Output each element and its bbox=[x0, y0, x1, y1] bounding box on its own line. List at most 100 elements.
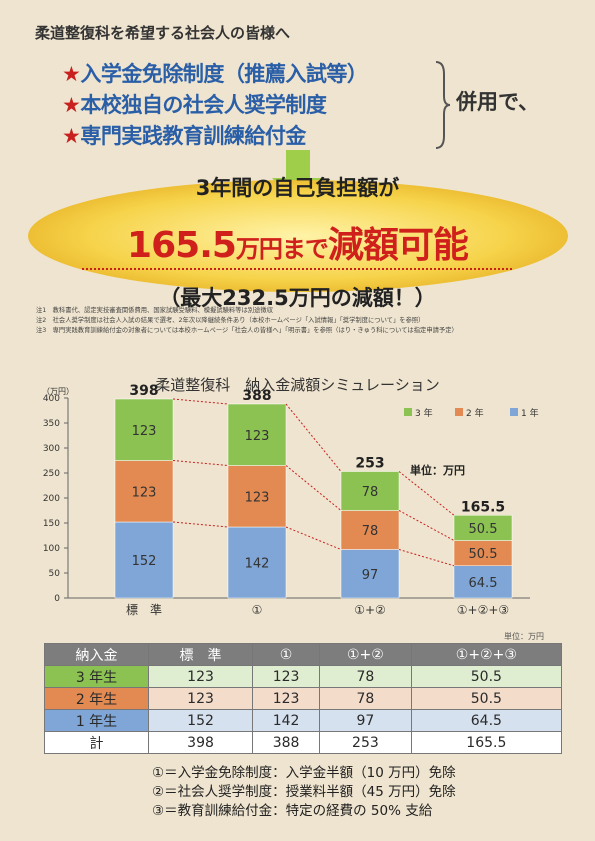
bar-value-label: 78 bbox=[362, 485, 379, 500]
table-cell: 253 bbox=[319, 731, 412, 754]
y-tick-label: 0 bbox=[54, 594, 60, 604]
table-cell: 152 bbox=[148, 709, 254, 732]
bar-value-label: 50.5 bbox=[469, 522, 498, 537]
table-header-cell: 標 準 bbox=[148, 643, 254, 666]
legend-swatch bbox=[404, 408, 412, 416]
legend-swatch bbox=[455, 408, 463, 416]
connector-line bbox=[398, 549, 455, 567]
table-row: 3 年生 123 123 78 50.5 bbox=[43, 665, 563, 688]
table-header-row: 納入金 標 準 ① ①+② ①+②+③ bbox=[43, 643, 563, 666]
y-axis-label: （万円） bbox=[42, 387, 74, 396]
note-3: 注3 専門実践教育訓練給付金の対象者については本校ホームページ「社会人の皆様へ」… bbox=[36, 327, 458, 334]
x-tick-label: ① bbox=[252, 603, 263, 617]
row-label: 計 bbox=[43, 731, 150, 754]
connector-line bbox=[285, 465, 342, 511]
bar-value-label: 64.5 bbox=[469, 576, 498, 591]
table-cell: 165.5 bbox=[410, 731, 563, 754]
bar-segment bbox=[227, 465, 287, 528]
headline-amount: 165.5 bbox=[127, 225, 237, 266]
legend-label: 3 年 bbox=[415, 407, 433, 419]
table-cell: 388 bbox=[252, 731, 321, 754]
note-1: 注1 教科書代、認定実技審査関係費用、国家試験受験料、模擬試験料等は別途徴収 bbox=[36, 307, 273, 314]
chart-unit-label: 単位：万円 bbox=[410, 463, 465, 477]
headline-unit: 万円まで bbox=[235, 235, 329, 263]
scheme-legend-line: ③＝教育訓練給付金：特定の経費の 50% 支給 bbox=[152, 803, 433, 819]
star-icon: ★ bbox=[62, 124, 81, 148]
y-tick-label: 200 bbox=[43, 494, 60, 504]
scheme-legend-line: ②＝社会人奨学制度：授業料半額（45 万円）免除 bbox=[152, 784, 456, 800]
combined-text: 併用で、 bbox=[456, 90, 540, 114]
scheme-legend-line: ①＝入学金免除制度：入学金半額（10 万円）免除 bbox=[152, 765, 456, 781]
bar-segment bbox=[340, 510, 400, 550]
intro-text: 柔道整復科を希望する社会人の皆様へ bbox=[35, 24, 291, 42]
bar-segment bbox=[227, 526, 287, 599]
bar-value-label: 97 bbox=[362, 568, 379, 583]
table-header-cell: ①+②+③ bbox=[410, 643, 563, 666]
table-cell: 123 bbox=[148, 687, 254, 710]
scheme-legend: ①＝入学金免除制度：入学金半額（10 万円）免除 ②＝社会人奨学制度：授業料半額… bbox=[152, 764, 456, 821]
footnotes: 注1 教科書代、認定実技審査関係費用、国家試験受験料、模擬試験料等は別途徴収 注… bbox=[36, 306, 458, 336]
table-cell: 64.5 bbox=[410, 709, 563, 732]
table-row-total: 計 398 388 253 165.5 bbox=[43, 731, 563, 754]
note-2: 注2 社会人奨学制度は社会人入試の結果で選考、2年次以降継続条件あり（本校ホーム… bbox=[36, 317, 425, 324]
bar-segment bbox=[453, 515, 513, 541]
row-label: 1 年生 bbox=[43, 709, 150, 732]
star-icon: ★ bbox=[62, 93, 81, 117]
table-cell: 50.5 bbox=[410, 665, 563, 688]
stacked-bar-chart: 0 50 100 150 200 250 300 350 400（万円） 152 123 123 398… bbox=[42, 384, 539, 617]
x-tick-label: ①+② bbox=[354, 603, 386, 617]
y-tick-label: 100 bbox=[43, 544, 60, 554]
table-cell: 78 bbox=[319, 665, 412, 688]
brace-icon bbox=[435, 61, 451, 149]
bar-value-label: 123 bbox=[245, 490, 270, 505]
connector-line bbox=[172, 521, 229, 528]
bullet-training-benefit: ★専門実践教育訓練給付金 bbox=[62, 120, 306, 150]
headline-self-burden: 3年間の自己負担額が bbox=[195, 176, 400, 200]
y-tick-label: 150 bbox=[43, 519, 60, 529]
bar-segment bbox=[340, 471, 400, 511]
row-label: 3 年生 bbox=[43, 665, 150, 688]
bar-value-label: 152 bbox=[132, 554, 157, 569]
table-cell: 398 bbox=[148, 731, 254, 754]
highlight-ellipse bbox=[28, 180, 568, 292]
table-cell: 50.5 bbox=[410, 687, 563, 710]
bar-value-label: 123 bbox=[132, 485, 157, 500]
bullet-scholarship: ★本校独自の社会人奨学制度 bbox=[62, 89, 327, 119]
bar-value-label: 50.5 bbox=[469, 547, 498, 562]
connector-line bbox=[398, 510, 455, 541]
bar-segment bbox=[453, 565, 513, 599]
bar-total-label: 165.5 bbox=[461, 499, 505, 515]
x-tick-label: 標 準 bbox=[126, 602, 162, 617]
y-tick-label: 250 bbox=[43, 469, 60, 479]
table-unit: 単位：万円 bbox=[504, 632, 544, 641]
bar-segment bbox=[340, 549, 400, 599]
connector-line bbox=[172, 398, 229, 405]
table-header-cell: ① bbox=[252, 643, 321, 666]
fee-table: 納入金 標 準 ① ①+② ①+②+③ 3 年生 123 123 78 50.5… bbox=[43, 643, 563, 754]
headline-possible: 減額可能 bbox=[327, 225, 469, 266]
connector-line bbox=[398, 471, 455, 516]
chart-title: 柔道整復科 納入金減額シミュレーション bbox=[155, 376, 440, 394]
headline-reduction: 165.5万円まで減額可能 bbox=[0, 216, 595, 268]
table-cell: 123 bbox=[148, 665, 254, 688]
bar-value-label: 78 bbox=[362, 524, 379, 539]
legend-label: 1 年 bbox=[521, 407, 539, 419]
table-header-cell: ①+② bbox=[319, 643, 412, 666]
y-tick-label: 400 bbox=[43, 394, 60, 404]
x-tick-label: ①+②+③ bbox=[457, 603, 509, 617]
dotted-divider bbox=[82, 268, 512, 270]
table-cell: 97 bbox=[319, 709, 412, 732]
bar-value-label: 123 bbox=[245, 429, 270, 444]
table-header-cell: 納入金 bbox=[43, 643, 150, 666]
connector-line bbox=[285, 526, 342, 550]
y-tick-label: 300 bbox=[43, 444, 60, 454]
connector-line bbox=[285, 403, 342, 472]
y-tick-label: 350 bbox=[43, 419, 60, 429]
bullet-text: 本校独自の社会人奨学制度 bbox=[80, 93, 327, 117]
bullet-admission-fee: ★入学金免除制度（推薦入試等） bbox=[62, 58, 368, 88]
bar-segment bbox=[114, 521, 174, 599]
headline-max-reduction: （最大232.5万円の減額！） bbox=[159, 286, 436, 310]
bar-segment bbox=[114, 460, 174, 523]
table-cell: 78 bbox=[319, 687, 412, 710]
legend-label: 2 年 bbox=[466, 407, 484, 419]
